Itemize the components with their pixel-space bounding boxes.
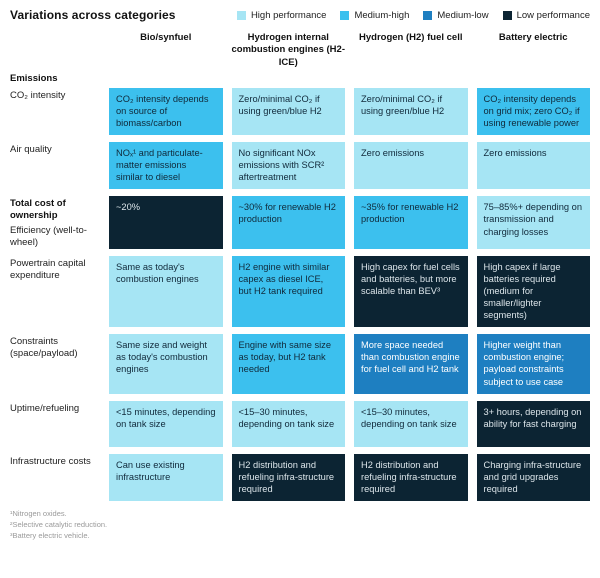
row-efficiency: Total cost of ownership Efficiency (well… <box>10 196 590 249</box>
matrix-cell: Engine with same size as today, but H2 t… <box>231 334 345 394</box>
legend: High performance Medium-high Medium-low … <box>236 9 590 21</box>
matrix-cell: Higher weight than combustion engine; pa… <box>476 334 590 394</box>
footnote-2: ²Selective catalytic reduction. <box>10 519 108 529</box>
legend-swatch-high-icon <box>236 10 246 20</box>
matrix-cell: CO₂ intensity depends on grid mix; zero … <box>476 87 590 136</box>
row-label: Air quality <box>10 144 52 156</box>
row-air-quality: Air quality NOₓ¹ and particulate-matter … <box>10 142 590 190</box>
matrix-cell: Charging infra-structure and grid upgrad… <box>476 453 590 501</box>
row-label: Uptime/refueling <box>10 402 80 414</box>
legend-label: High performance <box>250 9 327 21</box>
footnote-3: ³Battery electric vehicle. <box>10 530 90 540</box>
column-header-h2-ice: Hydrogen internal combustion engines (H2… <box>231 32 345 68</box>
corner-spacer <box>10 32 100 69</box>
matrix-cell: Zero/minimal CO₂ if using green/blue H2 <box>231 87 345 136</box>
legend-swatch-medium-high-icon <box>340 10 350 20</box>
matrix-cell: <15–30 minutes, depending on tank size <box>231 400 345 447</box>
matrix-cell: NOₓ¹ and particulate-matter emissions si… <box>109 142 223 190</box>
matrix-cell: High capex if large batteries required (… <box>476 255 590 328</box>
row-infrastructure-costs: Infrastructure costs Can use existing in… <box>10 453 590 501</box>
matrix-cell: CO₂ intensity depends on source of bioma… <box>109 87 223 136</box>
row-constraints: Constraints (space/payload) Same size an… <box>10 334 590 394</box>
legend-label: Medium-high <box>354 9 410 21</box>
matrix-cell: <15 minutes, depending on tank size <box>109 400 223 447</box>
matrix-cell: Zero emissions <box>476 142 590 190</box>
row-label: Infrastructure costs <box>10 455 91 467</box>
footnote-1: ¹Nitrogen oxides. <box>10 508 67 518</box>
matrix-cell: More space needed than combustion engine… <box>354 334 468 394</box>
section-emissions: Emissions <box>10 73 590 85</box>
matrix-cell: ~35% for renewable H2 production <box>354 196 468 249</box>
matrix-cell: Zero/minimal CO₂ if using green/blue H2 <box>354 87 468 136</box>
row-uptime-refueling: Uptime/refueling <15 minutes, depending … <box>10 400 590 447</box>
legend-item-medium-high: Medium-high <box>340 10 409 21</box>
matrix-cell: <15–30 minutes, depending on tank size <box>354 400 468 447</box>
legend-label: Low performance <box>516 9 590 21</box>
matrix-cell: ~20% <box>109 196 223 249</box>
matrix-cell: High capex for fuel cells and batteries,… <box>354 255 468 328</box>
row-co2-intensity: CO₂ intensity CO₂ intensity depends on s… <box>10 87 590 136</box>
matrix-cell: Zero emissions <box>354 142 468 190</box>
matrix-cell: ~30% for renewable H2 production <box>231 196 345 249</box>
row-label: Efficiency (well-to-wheel) <box>10 225 87 248</box>
matrix-cell: H2 distribution and refueling infra-stru… <box>354 453 468 501</box>
matrix-cell: 75–85%+ depending on transmission and ch… <box>476 196 590 249</box>
column-header-bio-synfuel: Bio/synfuel <box>140 32 192 43</box>
row-label: CO₂ intensity <box>10 89 66 101</box>
row-powertrain-capex: Powertrain capital expenditure Same as t… <box>10 255 590 328</box>
matrix-cell: H2 distribution and refueling infra-stru… <box>231 453 345 501</box>
matrix-cell: Same as today's combustion engines <box>109 255 223 328</box>
row-label: Powertrain capital expenditure <box>10 257 86 281</box>
column-header-battery-electric: Battery electric <box>498 32 568 43</box>
legend-item-medium-low: Medium-low <box>423 9 489 21</box>
legend-item-low: Low performance <box>502 9 590 21</box>
row-label: Constraints (space/payload) <box>10 336 78 360</box>
matrix-cell: 3+ hours, depending on ability for fast … <box>476 400 590 447</box>
legend-label: Medium-low <box>437 9 489 21</box>
header: Variations across categories High perfor… <box>10 8 590 22</box>
page-title: Variations across categories <box>10 8 176 22</box>
matrix-cell: H2 engine with similar capex as diesel I… <box>231 255 345 328</box>
legend-swatch-low-icon <box>502 10 512 20</box>
column-headers: Bio/synfuel Hydrogen internal combustion… <box>10 32 590 69</box>
matrix-cell: No significant NOx emissions with SCR² a… <box>231 142 345 190</box>
footnotes: ¹Nitrogen oxides. ²Selective catalytic r… <box>10 509 590 542</box>
legend-swatch-medium-low-icon <box>423 10 433 20</box>
matrix-cell: Can use existing infrastructure <box>109 453 223 501</box>
matrix-cell: Same size and weight as today's combusti… <box>109 334 223 394</box>
section-header-total-cost: Total cost of ownership <box>10 198 66 222</box>
row-label-group: Total cost of ownership Efficiency (well… <box>10 196 100 249</box>
legend-item-high: High performance <box>236 9 327 21</box>
column-header-h2-fuel-cell: Hydrogen (H2) fuel cell <box>359 32 463 43</box>
section-header: Emissions <box>10 73 58 85</box>
